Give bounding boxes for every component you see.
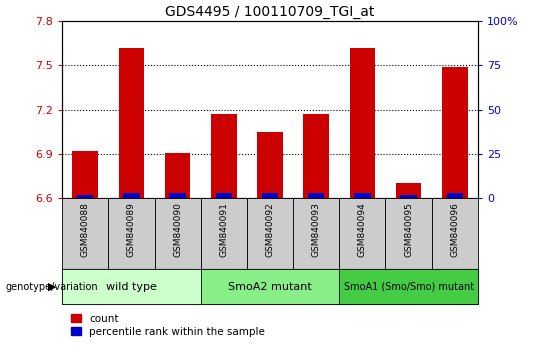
Bar	[447, 193, 463, 198]
Bar	[386, 198, 431, 269]
Text: SmoA2 mutant: SmoA2 mutant	[228, 282, 312, 292]
Bar	[303, 114, 329, 198]
Bar	[442, 67, 468, 198]
Text: GSM840089: GSM840089	[127, 202, 136, 257]
Bar	[400, 195, 417, 198]
Bar	[170, 193, 186, 198]
Bar	[123, 193, 140, 198]
Bar	[247, 198, 293, 269]
Bar	[201, 269, 339, 304]
Text: SmoA1 (Smo/Smo) mutant: SmoA1 (Smo/Smo) mutant	[343, 282, 474, 292]
Text: GSM840095: GSM840095	[404, 202, 413, 257]
Bar	[62, 198, 109, 269]
Bar	[77, 195, 93, 198]
Bar	[339, 269, 478, 304]
Text: GSM840088: GSM840088	[80, 202, 90, 257]
Bar	[165, 153, 190, 198]
Bar	[257, 132, 283, 198]
Text: wild type: wild type	[106, 282, 157, 292]
Text: GSM840092: GSM840092	[266, 202, 274, 257]
Bar	[350, 48, 375, 198]
Bar	[211, 114, 237, 198]
Text: GSM840094: GSM840094	[358, 202, 367, 257]
Bar	[354, 193, 370, 198]
Bar	[201, 198, 247, 269]
Bar	[62, 269, 201, 304]
Bar	[154, 198, 201, 269]
Text: genotype/variation: genotype/variation	[5, 282, 98, 292]
Bar	[396, 183, 421, 198]
Bar	[262, 193, 278, 198]
Text: ▶: ▶	[48, 282, 57, 292]
Bar	[431, 198, 478, 269]
Bar	[119, 48, 144, 198]
Legend: count, percentile rank within the sample: count, percentile rank within the sample	[68, 310, 269, 341]
Bar	[308, 193, 325, 198]
Bar	[109, 198, 154, 269]
Bar	[293, 198, 339, 269]
Title: GDS4495 / 100110709_TGI_at: GDS4495 / 100110709_TGI_at	[165, 5, 375, 19]
Text: GSM840091: GSM840091	[219, 202, 228, 257]
Bar	[72, 151, 98, 198]
Text: GSM840096: GSM840096	[450, 202, 460, 257]
Text: GSM840090: GSM840090	[173, 202, 182, 257]
Bar	[215, 193, 232, 198]
Bar	[339, 198, 386, 269]
Text: GSM840093: GSM840093	[312, 202, 321, 257]
